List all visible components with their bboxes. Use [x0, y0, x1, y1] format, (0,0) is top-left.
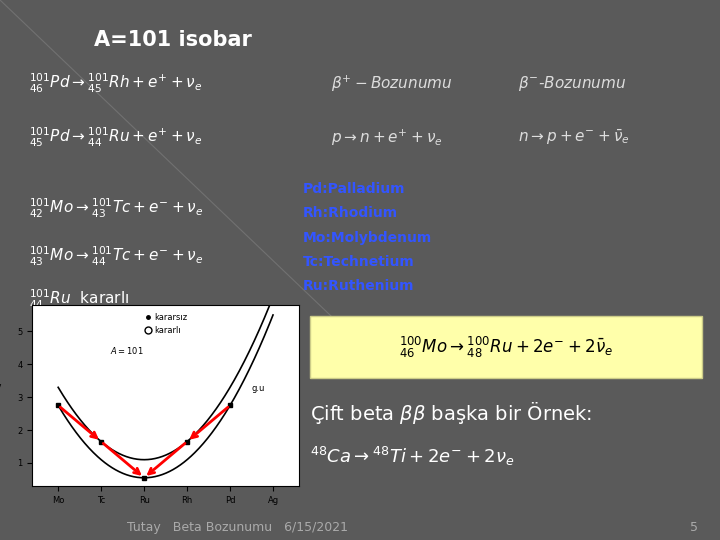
Text: $^{48}Ca\rightarrow^{48}Ti + 2e^{-} + 2\nu_e$: $^{48}Ca\rightarrow^{48}Ti + 2e^{-} + 2\… [310, 445, 514, 468]
Text: Pd:Palladium: Pd:Palladium [302, 182, 405, 196]
Text: Tc:Technetium: Tc:Technetium [302, 255, 414, 269]
Text: Çift beta $\beta\beta$ başka bir Örnek:: Çift beta $\beta\beta$ başka bir Örnek: [310, 400, 592, 426]
Text: $^{101}_{45}Pd\rightarrow^{101}_{44}Ru+e^{+}+\nu_e$: $^{101}_{45}Pd\rightarrow^{101}_{44}Ru+e… [29, 126, 202, 149]
Text: A=101 isobar: A=101 isobar [94, 30, 251, 50]
Text: $n\rightarrow p+e^{-}+\bar{\nu}_e$: $n\rightarrow p+e^{-}+\bar{\nu}_e$ [518, 128, 630, 147]
Text: $\beta^{+}-Bozunumu$: $\beta^{+}-Bozunumu$ [331, 73, 453, 94]
Text: Mo:Molybdenum: Mo:Molybdenum [302, 231, 432, 245]
Text: $A = 101$: $A = 101$ [109, 346, 143, 356]
Text: $p\rightarrow n+e^{+}+\nu_e$: $p\rightarrow n+e^{+}+\nu_e$ [331, 127, 443, 148]
Text: $\beta^{-}$-Bozunumu: $\beta^{-}$-Bozunumu [518, 74, 627, 93]
Bar [310, 316, 702, 378]
Legend: kararsız, kararlı: kararsız, kararlı [140, 309, 191, 338]
Y-axis label: MeV
$c^{-2}$: MeV $c^{-2}$ [0, 384, 1, 407]
Text: g.u: g.u [251, 383, 265, 393]
Text: $^{100}_{46}Mo\rightarrow^{100}_{48}Ru+2e^{-}+2\bar{\nu}_e$: $^{100}_{46}Mo\rightarrow^{100}_{48}Ru+2… [399, 334, 613, 360]
Text: Ru:Ruthenium: Ru:Ruthenium [302, 279, 414, 293]
Text: $^{101}_{46}Pd\rightarrow^{101}_{45}Rh+e^{+}+\nu_e$: $^{101}_{46}Pd\rightarrow^{101}_{45}Rh+e… [29, 72, 202, 95]
Text: Tutay   Beta Bozunumu   6/15/2021: Tutay Beta Bozunumu 6/15/2021 [127, 521, 348, 534]
Text: $^{101}_{44}Ru$  kararlı: $^{101}_{44}Ru$ kararlı [29, 288, 129, 311]
Text: 5: 5 [690, 521, 698, 534]
Text: $^{101}_{43}Mo\rightarrow^{101}_{44}Tc+e^{-}+\nu_e$: $^{101}_{43}Mo\rightarrow^{101}_{44}Tc+e… [29, 245, 203, 268]
Text: Rh:Rhodium: Rh:Rhodium [302, 206, 397, 220]
Text: $^{101}_{42}Mo\rightarrow^{101}_{43}Tc+e^{-}+\nu_e$: $^{101}_{42}Mo\rightarrow^{101}_{43}Tc+e… [29, 197, 203, 219]
